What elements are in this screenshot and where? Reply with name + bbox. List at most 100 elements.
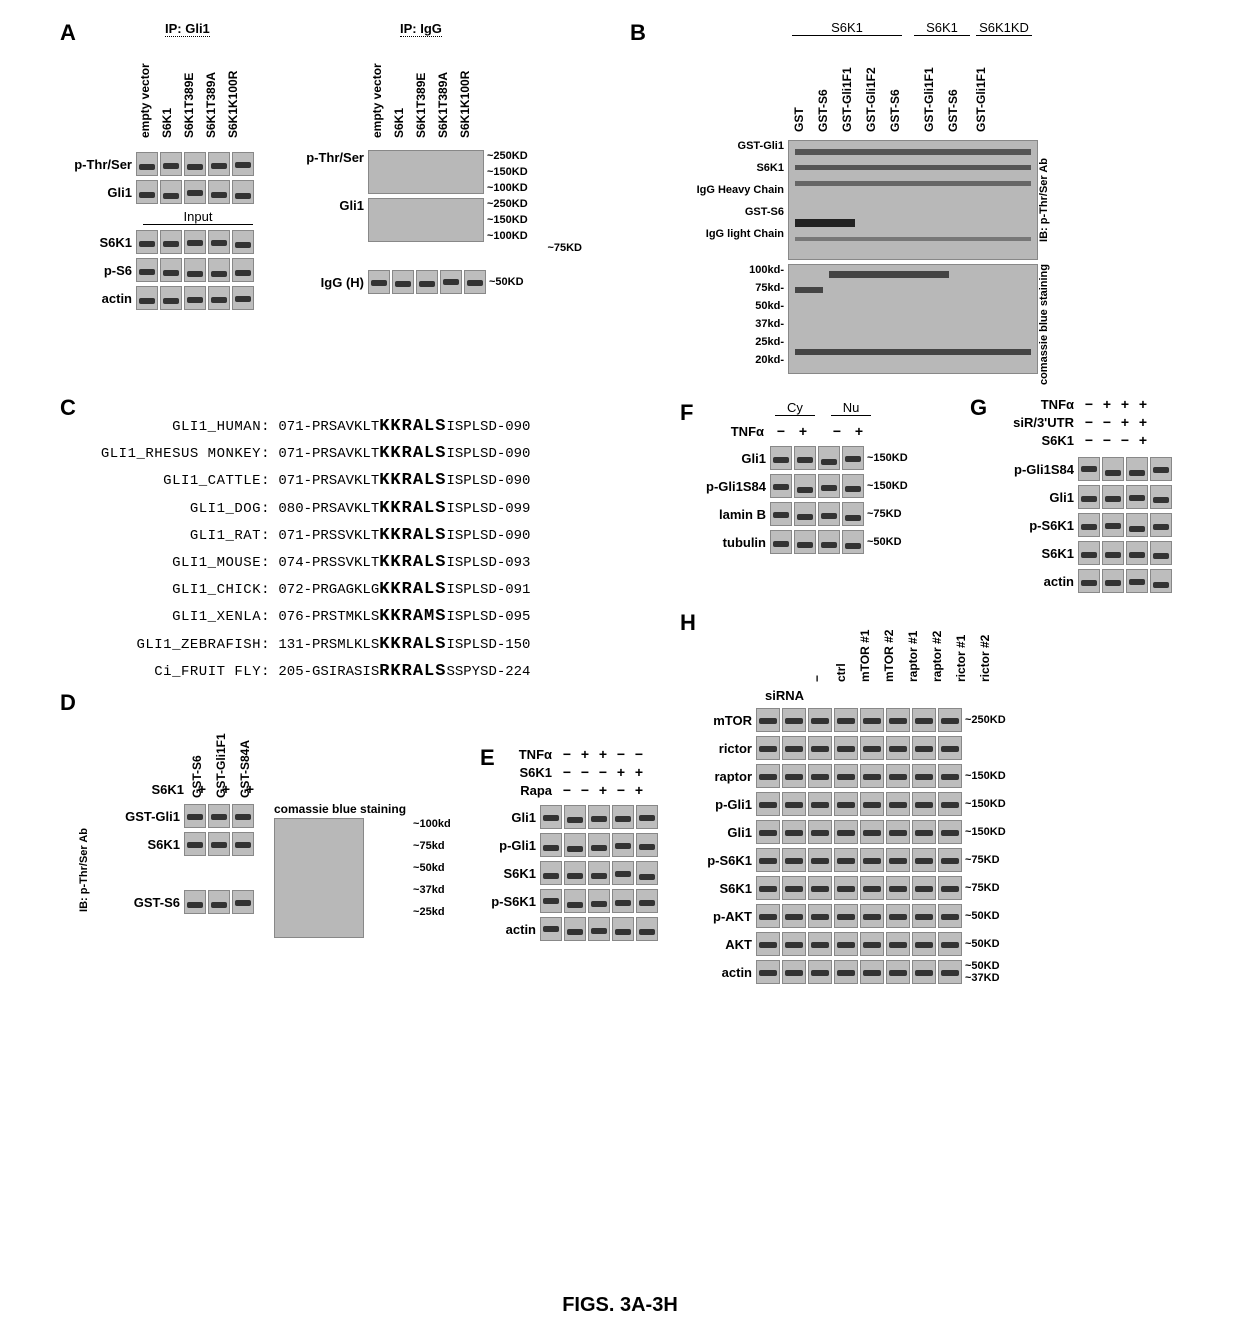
mw-label: 100kd- <box>670 264 788 282</box>
blot-lane <box>912 820 936 844</box>
condition-symbol: + <box>1134 432 1152 448</box>
conserved-motif: KKRALS <box>379 444 446 463</box>
lane-label: rictor #2 <box>978 610 1002 684</box>
blot-row-label: IgG Heavy Chain <box>670 184 788 206</box>
mw-label: ~50KD <box>962 938 1000 950</box>
blot-lane <box>588 889 610 913</box>
condition-symbol: − <box>826 423 848 439</box>
blot-lane <box>464 270 486 294</box>
blot-lane <box>208 230 230 254</box>
blot-row-label: p-Gli1 <box>680 797 756 812</box>
blot-row-label: IgG (H) <box>292 275 368 290</box>
blot-lane <box>886 932 910 956</box>
blot-lane <box>588 861 610 885</box>
blot-lane <box>842 446 864 470</box>
f-cy-header: Cy <box>775 400 815 416</box>
blot-lane <box>834 904 858 928</box>
blot-lane <box>416 270 438 294</box>
blot-lane <box>770 502 792 526</box>
blot-lane <box>232 152 254 176</box>
blot-lane <box>782 932 806 956</box>
blot-lane <box>808 792 832 816</box>
lane-label: mTOR #2 <box>882 610 906 684</box>
species-name: GLI1_CHICK: <box>60 579 270 601</box>
species-name: GLI1_RHESUS MONKEY: <box>60 443 270 465</box>
lane-label: S6K1T389E <box>414 40 436 140</box>
lane-label: raptor #2 <box>930 610 954 684</box>
alignment-row: GLI1_DOG: 080-PRSAVKLTKKRALSISPLSD-099 <box>60 495 530 522</box>
blot-lane <box>808 848 832 872</box>
blot-lane <box>860 708 884 732</box>
blot-lane <box>184 180 206 204</box>
b-side-label-bottom: comassie blue staining <box>1038 264 1050 385</box>
blot-lane <box>208 152 230 176</box>
blot-lane <box>184 152 206 176</box>
blot-lane <box>938 876 962 900</box>
blot-lane <box>232 832 254 856</box>
panel-letter-e: E <box>480 745 495 771</box>
blot-lane <box>1150 541 1172 565</box>
blot-row-label: p-Thr/Ser <box>60 157 136 172</box>
lane-label: S6K1T389E <box>182 40 204 140</box>
blot-lane <box>860 932 884 956</box>
blot-row-label: S6K1 <box>680 881 756 896</box>
blots-a-left: p-Thr/SerGli1 Input S6K1p-S6actin <box>60 150 260 312</box>
blot-lane <box>808 820 832 844</box>
blot-lane <box>756 932 780 956</box>
condition-symbol: + <box>630 782 648 798</box>
blot-lane <box>842 474 864 498</box>
blot-lane <box>834 960 858 984</box>
mw-label: ~250KD <box>962 714 1006 726</box>
blot-row-label: Gli1 <box>480 810 540 825</box>
blot-lane <box>160 230 182 254</box>
alignment-row: GLI1_RHESUS MONKEY: 071-PRSAVKLTKKRALSIS… <box>60 440 530 467</box>
mw-label: 25kd- <box>670 336 788 354</box>
blot-lane <box>818 446 840 470</box>
condition-symbol: − <box>1080 414 1098 430</box>
mw-label: ~75KD <box>962 854 1000 866</box>
conserved-motif: KKRALS <box>379 471 446 490</box>
blot-lane <box>612 917 634 941</box>
conserved-motif: KKRALS <box>379 580 446 599</box>
blot-lane <box>1150 485 1172 509</box>
blot-row-label: S6K1 <box>480 866 540 881</box>
ip-igg-label: IP: IgG <box>400 21 442 37</box>
blot-lane <box>756 792 780 816</box>
blot-lane <box>938 848 962 872</box>
blot-lane <box>1126 513 1148 537</box>
blot-lane <box>782 792 806 816</box>
blot-row-label: mTOR <box>680 713 756 728</box>
blot-lane <box>842 530 864 554</box>
blot-row-label: p-Gli1S84 <box>970 462 1078 477</box>
panel-letter-f: F <box>680 400 693 426</box>
blot-lane <box>392 270 414 294</box>
blot-lane <box>612 861 634 885</box>
condition-label: Rapa <box>498 783 558 798</box>
blot-lane <box>1126 457 1148 481</box>
mw-label: 20kd- <box>670 354 788 372</box>
panel-letter-d: D <box>60 690 76 716</box>
blot-lane <box>938 960 962 984</box>
blot-lane <box>834 792 858 816</box>
blot-lane <box>208 804 230 828</box>
blot-lane <box>886 960 910 984</box>
blot-lane <box>136 230 158 254</box>
panel-letter-g: G <box>970 395 987 421</box>
blot-lane <box>756 904 780 928</box>
blot-lane <box>756 960 780 984</box>
species-name: GLI1_XENLA: <box>60 606 270 628</box>
b-group-0: S6K1 <box>792 20 902 36</box>
blot-lane <box>184 890 206 914</box>
blot-lane <box>208 286 230 310</box>
condition-label: siR/3'UTR <box>1000 415 1080 430</box>
blot-lane <box>160 286 182 310</box>
d-s6k1-label: S6K1 <box>130 782 190 797</box>
condition-symbol: − <box>558 764 576 780</box>
condition-symbol: + <box>1098 396 1116 412</box>
blot-lane <box>1078 457 1100 481</box>
blot-row-label: S6K1 <box>970 546 1078 561</box>
blot-lane <box>912 736 936 760</box>
condition-symbol: − <box>612 746 630 762</box>
condition-symbol: + <box>1134 396 1152 412</box>
alignment-row: GLI1_XENLA: 076-PRSTMKLSKKRAMSISPLSD-095 <box>60 603 530 630</box>
